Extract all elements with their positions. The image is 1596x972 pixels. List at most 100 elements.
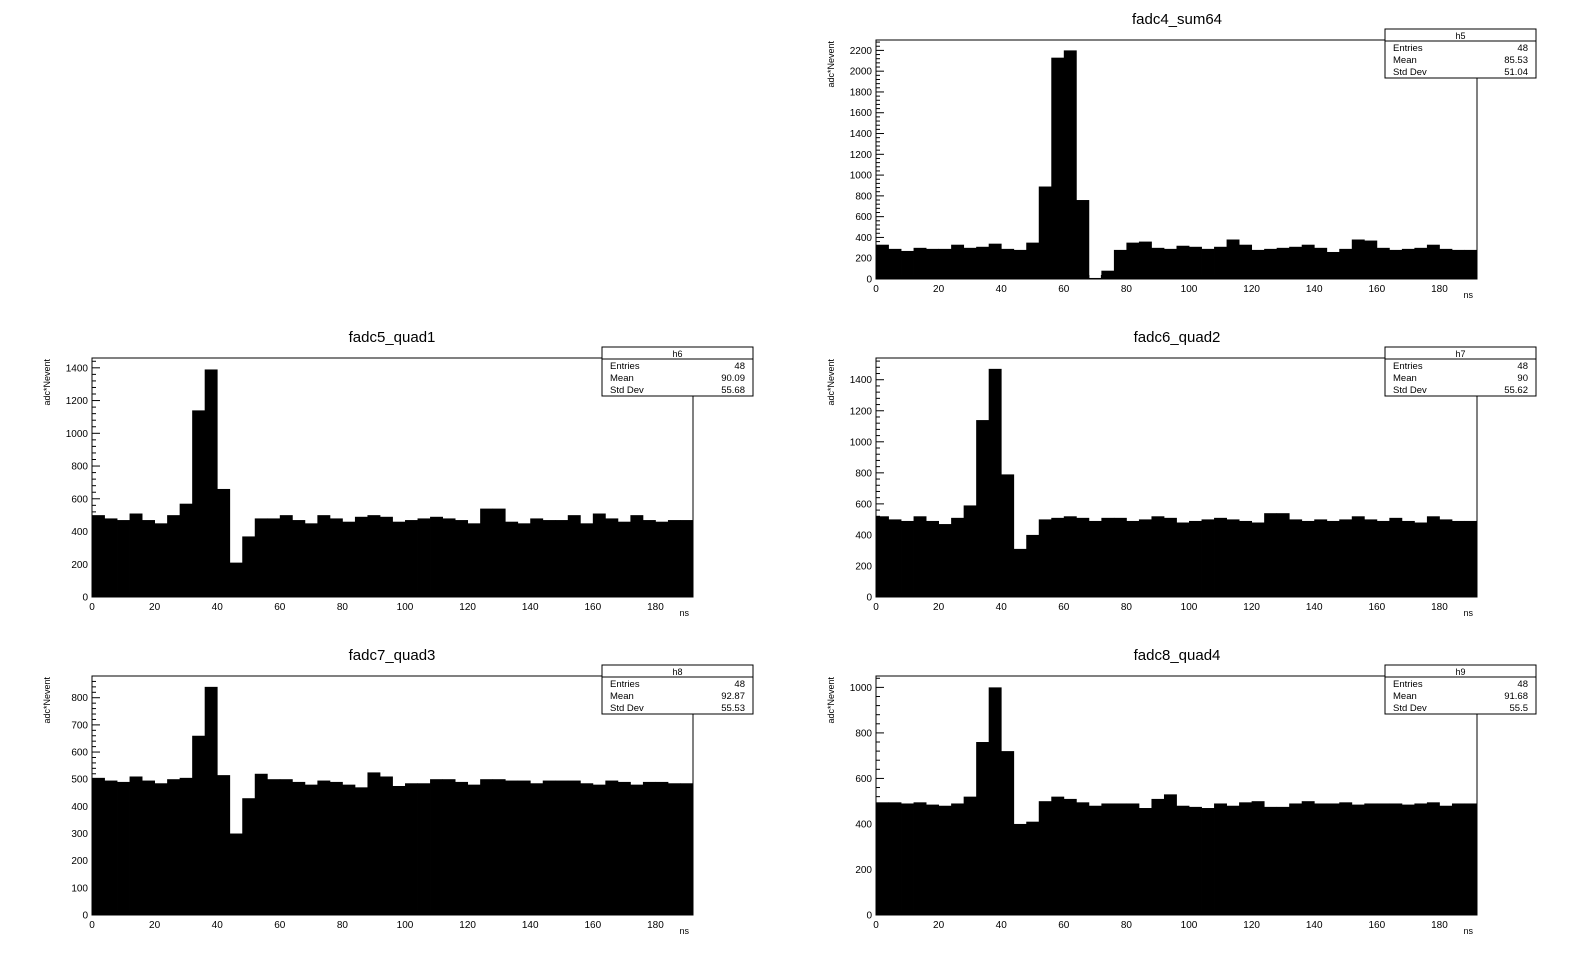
chart-title: fadc8_quad4 — [1134, 647, 1221, 664]
stats-value: 48 — [734, 361, 745, 372]
histogram-bar — [480, 779, 494, 915]
histogram-bar — [1464, 249, 1478, 279]
x-tick-label: 80 — [1121, 602, 1133, 613]
x-tick-label: 140 — [1306, 920, 1323, 931]
histogram-bar — [505, 521, 519, 597]
stats-value: 55.68 — [721, 385, 745, 396]
x-tick-label: 0 — [89, 920, 95, 931]
stats-box-frame — [601, 346, 754, 397]
histogram-bar — [938, 524, 952, 597]
histogram-bar — [1201, 519, 1215, 597]
y-tick-label: 1200 — [850, 150, 873, 161]
histogram-bar — [279, 779, 293, 915]
y-tick-label: 200 — [71, 856, 88, 867]
y-tick-label: 200 — [855, 254, 872, 265]
histogram-bar — [1176, 245, 1190, 279]
histogram-bar — [1389, 517, 1403, 597]
histogram-bar — [1439, 248, 1453, 279]
chart-title: fadc4_sum64 — [1132, 11, 1222, 28]
histogram-bar — [254, 518, 268, 597]
histogram-bar — [1414, 522, 1428, 597]
histogram-bar — [1151, 247, 1165, 279]
x-tick-label: 80 — [1121, 284, 1133, 295]
histogram-bar — [876, 802, 889, 915]
histogram-bar — [1138, 808, 1152, 915]
stats-box: h5 Entries 48 Mean 85.53 Std Dev 51.04 — [1384, 28, 1537, 79]
y-tick-label: 200 — [855, 561, 872, 572]
histogram-bar — [1226, 239, 1240, 279]
x-tick-label: 100 — [397, 602, 414, 613]
histogram-bar — [938, 805, 952, 915]
x-tick-label: 80 — [1121, 920, 1133, 931]
bars-group — [92, 686, 694, 915]
histogram-bar — [1301, 520, 1315, 597]
x-tick-label: 180 — [1431, 602, 1448, 613]
histogram-bar — [480, 508, 494, 597]
y-tick-label: 800 — [855, 728, 872, 739]
histogram-bar — [926, 248, 939, 279]
x-tick-label: 40 — [996, 920, 1008, 931]
stats-box-frame — [1384, 28, 1537, 79]
histogram-bar — [1289, 246, 1303, 279]
histogram-bar — [1076, 200, 1090, 279]
histogram-bar — [913, 516, 927, 597]
x-tick-label: 140 — [1306, 284, 1323, 295]
histogram-bar — [988, 687, 1002, 915]
histogram-bar — [1013, 823, 1027, 915]
histogram-bar — [1151, 798, 1165, 915]
y-tick-label: 300 — [71, 829, 88, 840]
x-tick-label: 20 — [933, 602, 945, 613]
x-axis-label: ns — [679, 926, 689, 936]
histogram-bar — [179, 503, 193, 597]
x-tick-label: 40 — [212, 602, 224, 613]
histogram-bar — [1276, 806, 1290, 915]
x-tick-label: 180 — [647, 920, 664, 931]
histogram-bar — [542, 780, 556, 915]
histogram-bar — [901, 803, 914, 915]
histogram-bar — [1113, 803, 1127, 915]
x-tick-label: 80 — [337, 920, 349, 931]
histogram-bar — [1226, 519, 1240, 597]
stats-box: h9 Entries 48 Mean 91.68 Std Dev 55.5 — [1384, 664, 1537, 715]
y-tick-label: 0 — [82, 593, 88, 604]
chart-title: fadc7_quad3 — [349, 647, 436, 664]
histogram-bar — [92, 515, 105, 597]
histogram-bar — [1264, 806, 1278, 915]
y-tick-label: 0 — [82, 911, 88, 922]
histogram-bar — [642, 781, 656, 915]
histogram-bar — [617, 781, 631, 915]
stats-value: 55.62 — [1504, 385, 1528, 396]
x-tick-label: 40 — [996, 284, 1008, 295]
y-tick-label: 800 — [71, 462, 88, 473]
histogram-bar — [617, 521, 631, 597]
histogram-bar — [1113, 249, 1127, 279]
histogram-bar — [1088, 805, 1102, 915]
histogram-bar — [1464, 803, 1478, 915]
histogram-bar — [1251, 801, 1265, 915]
histogram-bar — [1026, 242, 1040, 279]
histogram-bar — [1038, 186, 1052, 279]
histogram-bar — [680, 783, 694, 915]
histogram-bar — [605, 518, 619, 597]
histogram-panel-h6: fadc5_quad1 0 20 40 60 80 100 120 140 160 180 0 200 4… — [42, 329, 754, 618]
histogram-bar — [605, 780, 619, 915]
histogram-bar — [567, 780, 581, 915]
histogram-bar — [217, 775, 231, 915]
histogram-bar — [530, 783, 544, 915]
histogram-bar — [104, 518, 118, 597]
x-tick-label: 160 — [1368, 602, 1385, 613]
histogram-bar — [555, 780, 569, 915]
y-tick-label: 1800 — [850, 87, 873, 98]
y-tick-label: 0 — [866, 911, 872, 922]
histogram-bar — [1063, 50, 1077, 279]
histogram-bar — [442, 779, 456, 915]
histogram-bar — [442, 518, 456, 597]
histogram-bar — [667, 520, 681, 597]
histogram-bar — [951, 244, 965, 279]
x-axis-label: ns — [1463, 608, 1473, 618]
y-tick-label: 0 — [866, 593, 872, 604]
histogram-bar — [1239, 244, 1253, 279]
x-tick-label: 0 — [89, 602, 95, 613]
histogram-bar — [1339, 802, 1353, 915]
histogram-bar — [1351, 516, 1365, 597]
